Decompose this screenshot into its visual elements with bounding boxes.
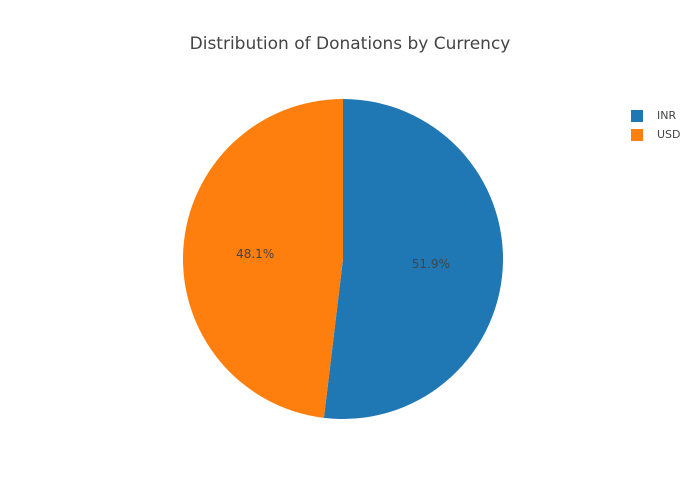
legend: INR USD [631, 106, 681, 144]
legend-item-usd[interactable]: USD [631, 125, 681, 144]
slice-label-inr: 51.9% [412, 257, 450, 271]
pie-slice-inr[interactable] [323, 98, 504, 420]
legend-label-inr: INR [657, 109, 677, 122]
pie-slice-usd[interactable] [183, 99, 343, 418]
legend-swatch-inr [631, 109, 643, 122]
legend-label-usd: USD [657, 128, 681, 141]
legend-swatch-usd [631, 128, 643, 141]
chart-title: Distribution of Donations by Currency [189, 34, 511, 54]
slice-label-usd: 48.1% [236, 247, 274, 261]
legend-item-inr[interactable]: INR [631, 106, 681, 125]
